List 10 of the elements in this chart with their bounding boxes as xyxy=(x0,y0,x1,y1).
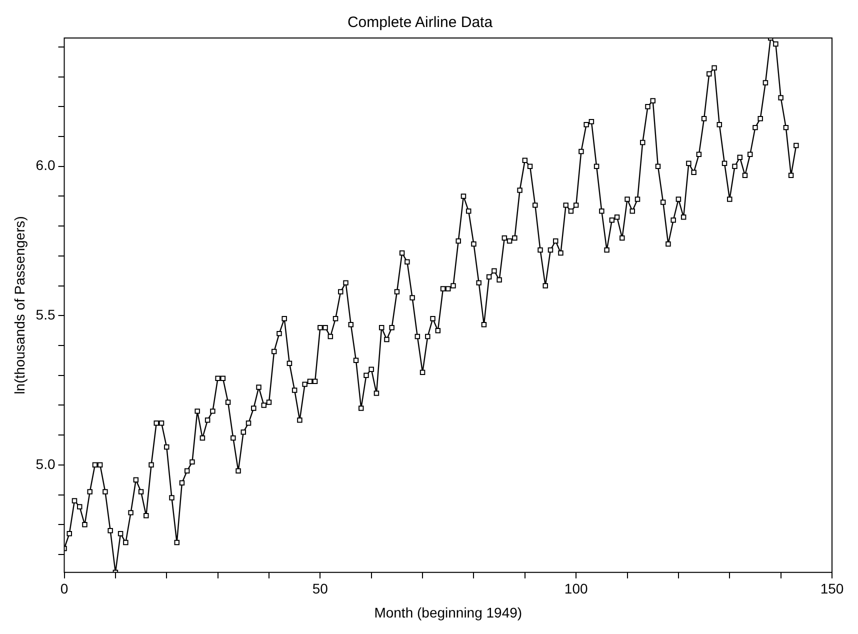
x-axis-title: Month (beginning 1949) xyxy=(374,604,522,620)
x-tick-label: 50 xyxy=(312,580,328,597)
y-tick-label: 5.5 xyxy=(36,306,56,323)
x-tick-label: 0 xyxy=(60,580,68,597)
y-tick-label: 6.0 xyxy=(36,157,56,174)
y-tick-label: 5.0 xyxy=(36,456,56,472)
chart-title: Complete Airline Data xyxy=(347,14,494,32)
y-axis-title: ln(thousands of Passengers) xyxy=(11,216,28,394)
x-tick-label: 100 xyxy=(564,580,588,597)
x-tick-label: 150 xyxy=(820,580,844,597)
